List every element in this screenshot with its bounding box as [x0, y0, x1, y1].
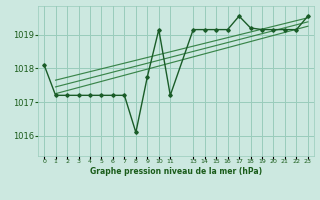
- X-axis label: Graphe pression niveau de la mer (hPa): Graphe pression niveau de la mer (hPa): [90, 167, 262, 176]
